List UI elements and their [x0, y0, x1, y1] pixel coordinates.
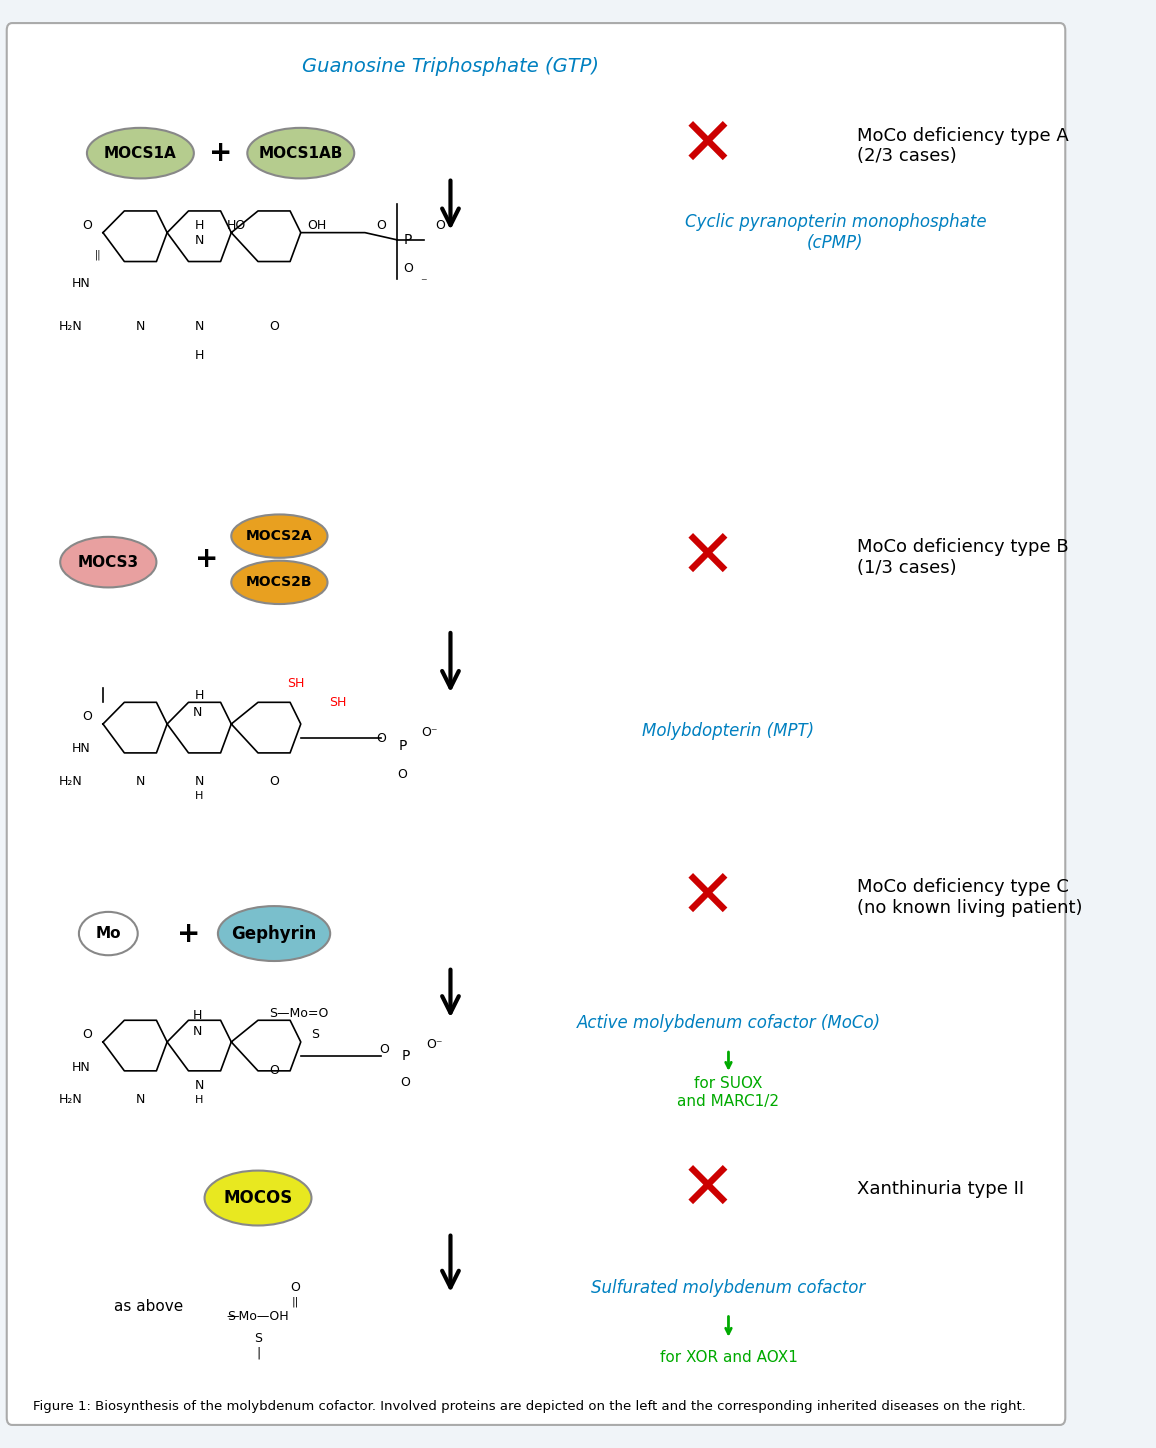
- Text: H: H: [195, 1095, 203, 1105]
- Text: Sulfurated molybdenum cofactor: Sulfurated molybdenum cofactor: [592, 1279, 866, 1296]
- Text: S: S: [228, 1310, 236, 1323]
- Text: N: N: [194, 320, 203, 333]
- Text: O: O: [379, 1043, 390, 1056]
- Text: O: O: [376, 219, 386, 232]
- Text: O: O: [82, 1028, 91, 1041]
- Text: S—Mo=O: S—Mo=O: [269, 1006, 328, 1019]
- Text: Active molybdenum cofactor (MoCo): Active molybdenum cofactor (MoCo): [577, 1014, 881, 1032]
- Text: for SUOX
and MARC1/2: for SUOX and MARC1/2: [677, 1076, 779, 1109]
- Text: O: O: [376, 731, 386, 744]
- Text: P: P: [401, 1050, 409, 1063]
- Text: N: N: [135, 320, 146, 333]
- Text: H: H: [194, 349, 203, 362]
- Text: N: N: [194, 775, 203, 788]
- Text: HO: HO: [227, 219, 246, 232]
- Text: O: O: [82, 219, 91, 232]
- Text: MOCS2B: MOCS2B: [246, 575, 312, 589]
- Ellipse shape: [79, 912, 138, 956]
- Text: ✕: ✕: [680, 524, 735, 591]
- Text: ||: ||: [291, 1297, 299, 1308]
- Text: MOCS1AB: MOCS1AB: [259, 146, 343, 161]
- Ellipse shape: [205, 1170, 311, 1225]
- Text: MOCS3: MOCS3: [77, 555, 139, 569]
- Text: O: O: [290, 1281, 301, 1295]
- Text: MOCS1A: MOCS1A: [104, 146, 177, 161]
- Ellipse shape: [247, 127, 354, 178]
- Text: HN: HN: [72, 1061, 91, 1074]
- Text: Gephyrin: Gephyrin: [231, 925, 317, 943]
- Text: Figure 1: Biosynthesis of the molybdenum cofactor. Involved proteins are depicte: Figure 1: Biosynthesis of the molybdenum…: [34, 1400, 1027, 1413]
- Text: Guanosine Triphosphate (GTP): Guanosine Triphosphate (GTP): [302, 56, 599, 75]
- Text: N: N: [135, 1093, 146, 1106]
- Text: for XOR and AOX1: for XOR and AOX1: [660, 1350, 798, 1364]
- Text: Cyclic pyranopterin monophosphate
(cPMP): Cyclic pyranopterin monophosphate (cPMP): [684, 213, 986, 252]
- Text: OH: OH: [307, 219, 326, 232]
- Text: O⁻: O⁻: [421, 725, 437, 738]
- Text: P: P: [403, 233, 412, 246]
- Text: H₂N: H₂N: [59, 775, 83, 788]
- Text: H: H: [192, 1009, 202, 1022]
- Text: MOCOS: MOCOS: [223, 1189, 292, 1208]
- Text: O: O: [398, 767, 407, 780]
- Text: O: O: [401, 1076, 410, 1089]
- Text: P: P: [398, 738, 407, 753]
- Text: HN: HN: [72, 277, 91, 290]
- Text: H: H: [194, 689, 203, 702]
- Ellipse shape: [218, 906, 331, 961]
- Text: O: O: [435, 219, 445, 232]
- Text: N: N: [192, 707, 202, 720]
- Text: HN: HN: [72, 741, 91, 754]
- Text: +: +: [209, 139, 232, 167]
- Text: H
N: H N: [194, 219, 203, 246]
- Text: SH: SH: [287, 678, 304, 691]
- Text: as above: as above: [114, 1299, 183, 1313]
- Ellipse shape: [87, 127, 194, 178]
- Text: H: H: [195, 791, 203, 801]
- Text: ✕: ✕: [680, 1157, 735, 1222]
- Text: Xanthinuria type II: Xanthinuria type II: [857, 1180, 1024, 1199]
- Text: N: N: [135, 775, 146, 788]
- Text: ✕: ✕: [680, 113, 735, 180]
- FancyBboxPatch shape: [7, 23, 1066, 1425]
- Text: ✕: ✕: [680, 864, 735, 931]
- Text: O: O: [402, 262, 413, 275]
- Text: MoCo deficiency type C
(no known living patient): MoCo deficiency type C (no known living …: [857, 877, 1082, 917]
- Text: H₂N: H₂N: [59, 320, 83, 333]
- Text: S: S: [311, 1028, 319, 1041]
- Ellipse shape: [231, 560, 327, 604]
- Text: O: O: [269, 320, 279, 333]
- Text: ||: ||: [95, 249, 101, 259]
- Text: Molybdopterin (MPT): Molybdopterin (MPT): [643, 723, 815, 740]
- Text: MoCo deficiency type A
(2/3 cases): MoCo deficiency type A (2/3 cases): [857, 126, 1068, 165]
- Text: —Mo—OH: —Mo—OH: [227, 1310, 289, 1323]
- Text: S: S: [254, 1332, 262, 1345]
- Text: |: |: [255, 1347, 260, 1360]
- Text: Mo: Mo: [96, 927, 121, 941]
- Text: H₂N: H₂N: [59, 1093, 83, 1106]
- Text: O: O: [269, 775, 279, 788]
- Text: MoCo deficiency type B
(1/3 cases): MoCo deficiency type B (1/3 cases): [857, 539, 1068, 578]
- Text: N: N: [192, 1025, 202, 1038]
- Text: O⁻: O⁻: [427, 1038, 443, 1051]
- Ellipse shape: [60, 537, 156, 588]
- Text: ⁻: ⁻: [421, 277, 427, 290]
- Text: +: +: [177, 919, 200, 947]
- Ellipse shape: [231, 514, 327, 557]
- Text: MOCS2A: MOCS2A: [246, 529, 313, 543]
- Text: O: O: [82, 711, 91, 723]
- Text: +: +: [195, 546, 218, 573]
- Text: N: N: [194, 1079, 203, 1092]
- Text: SH: SH: [329, 696, 347, 710]
- Text: O: O: [269, 1064, 279, 1077]
